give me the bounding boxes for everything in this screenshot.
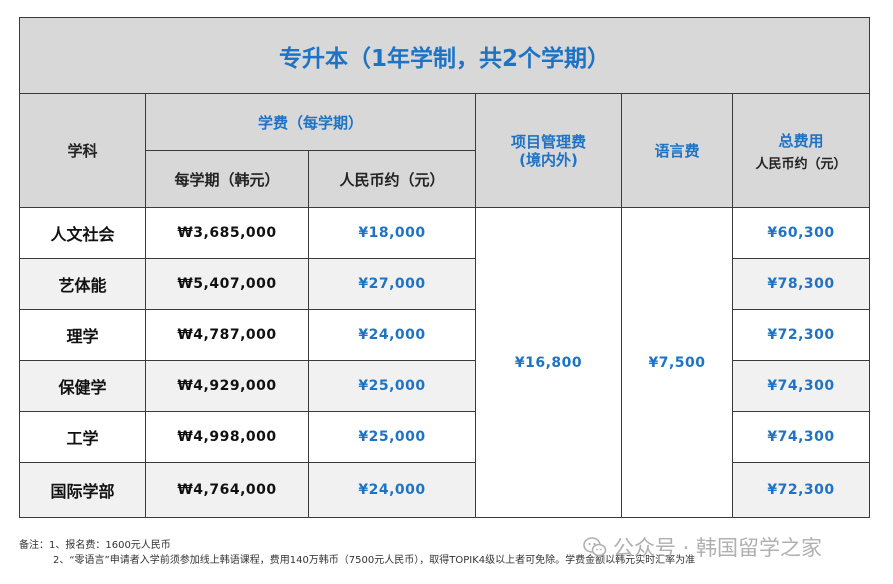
tuition-krw-cell: ₩4,929,000 xyxy=(145,360,309,412)
subject-cell: 艺体能 xyxy=(19,258,146,310)
total-cell: ¥78,300 xyxy=(732,258,870,310)
header-tuition-krw: 每学期（韩元） xyxy=(145,150,309,208)
tuition-cny-cell: ¥24,000 xyxy=(308,462,476,518)
tuition-cny-cell: ¥25,000 xyxy=(308,360,476,412)
tuition-krw-cell: ₩4,787,000 xyxy=(145,309,309,361)
subject-cell: 国际学部 xyxy=(19,462,146,518)
tuition-krw-cell: ₩5,407,000 xyxy=(145,258,309,310)
table-row: 人文社会 ₩3,685,000 ¥18,000 ¥16,800 ¥7,500 ¥… xyxy=(19,207,870,518)
header-tuition-group: 学费（每学期） xyxy=(145,93,476,151)
table-row: 保健学 ₩4,929,000 ¥25,000 ¥74,300 xyxy=(19,360,870,412)
tuition-cny-cell: ¥24,000 xyxy=(308,309,476,361)
total-cell: ¥60,300 xyxy=(732,207,870,259)
total-cell: ¥72,300 xyxy=(732,309,870,361)
header-program-fee-text: 项目管理费 (境内外) xyxy=(510,132,586,169)
table-row: 工学 ₩4,998,000 ¥25,000 ¥74,300 xyxy=(19,411,870,463)
tuition-cny-cell: ¥18,000 xyxy=(308,207,476,259)
fee-table: 专升本（1年学制，共2个学期） 学科 学费（每学期） 项目管理费 (境内外) 语… xyxy=(19,17,870,518)
tuition-cny-cell: ¥27,000 xyxy=(308,258,476,310)
program-fee-value: ¥16,800 xyxy=(475,207,622,518)
header-total-line1: 总费用 xyxy=(778,131,824,150)
total-cell: ¥74,300 xyxy=(732,360,870,412)
total-cell: ¥74,300 xyxy=(732,411,870,463)
tuition-krw-cell: ₩3,685,000 xyxy=(145,207,309,259)
tuition-cny-cell: ¥25,000 xyxy=(308,411,476,463)
tuition-krw-cell: ₩4,998,000 xyxy=(145,411,309,463)
table-row: 理学 ₩4,787,000 ¥24,000 ¥72,300 xyxy=(19,309,870,361)
note-line-2: 2、“零语言”申请者入学前须参加线上韩语课程，费用140万韩币（7500元人民币… xyxy=(53,555,696,566)
subject-cell: 工学 xyxy=(19,411,146,463)
note-line-1: 备注：1、报名费：1600元人民币 xyxy=(19,540,171,551)
header-subject: 学科 xyxy=(19,93,146,208)
total-cell: ¥72,300 xyxy=(732,462,870,518)
subject-cell: 保健学 xyxy=(19,360,146,412)
notes: 备注：1、报名费：1600元人民币 2、“零语言”申请者入学前须参加线上韩语课程… xyxy=(19,538,695,568)
subject-cell: 理学 xyxy=(19,309,146,361)
page-title: 专升本（1年学制，共2个学期） xyxy=(19,17,870,94)
header-tuition-cny: 人民币约（元） xyxy=(308,150,476,208)
table-row: 国际学部 ₩4,764,000 ¥24,000 ¥72,300 xyxy=(19,462,870,518)
watermark: 公众号 · 韩国留学之家 xyxy=(583,532,822,562)
header-language-fee: 语言费 xyxy=(621,93,733,208)
header-program-fee: 项目管理费 (境内外) xyxy=(475,93,622,208)
watermark-text: 公众号 · 韩国留学之家 xyxy=(613,536,823,560)
wechat-icon xyxy=(583,537,607,557)
tuition-krw-cell: ₩4,764,000 xyxy=(145,462,309,518)
table-row: 艺体能 ₩5,407,000 ¥27,000 ¥78,300 xyxy=(19,258,870,310)
subject-cell: 人文社会 xyxy=(19,207,146,259)
header-total: 总费用 人民币约（元） xyxy=(732,93,870,208)
language-fee-value: ¥7,500 xyxy=(621,207,733,518)
header-total-line2: 人民币约（元） xyxy=(755,156,847,172)
